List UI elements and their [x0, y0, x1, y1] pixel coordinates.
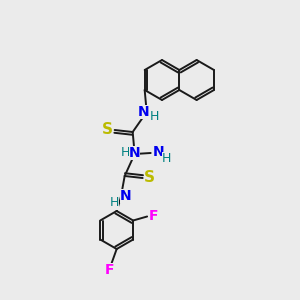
- Text: S: S: [144, 170, 155, 185]
- Text: H: H: [110, 196, 119, 209]
- Text: N: N: [120, 189, 131, 203]
- Text: H: H: [121, 146, 130, 158]
- Text: N: N: [138, 105, 149, 119]
- Text: F: F: [148, 209, 158, 224]
- Text: N: N: [153, 145, 164, 159]
- Text: H: H: [162, 152, 171, 164]
- Text: N: N: [129, 146, 140, 160]
- Text: H: H: [150, 110, 159, 122]
- Text: F: F: [105, 263, 114, 277]
- Text: S: S: [102, 122, 113, 137]
